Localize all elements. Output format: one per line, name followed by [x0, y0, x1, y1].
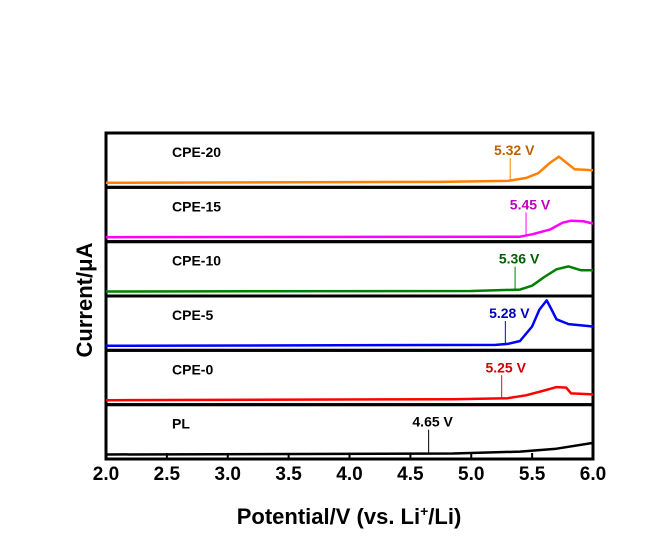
series-line — [105, 155, 594, 185]
panel-cpe-10: CPE-10 5.36 V — [104, 240, 595, 298]
x-tick-label: 6.0 — [580, 464, 606, 485]
panel-cpe-5: CPE-5 5.28 V — [104, 294, 595, 352]
x-tick-label: 2.0 — [93, 464, 119, 485]
onset-label: 4.65 V — [412, 414, 453, 430]
x-tick-label: 2.5 — [154, 464, 181, 485]
panel-cpe-20: CPE-20 5.32 V — [104, 131, 595, 189]
series-line — [105, 299, 594, 348]
series-line — [105, 265, 593, 293]
panel-pl: PL 4.65 V — [104, 403, 595, 461]
series-label: CPE-10 — [172, 253, 221, 269]
x-tick-label: 3.5 — [275, 464, 302, 485]
series-label: CPE-0 — [172, 361, 213, 377]
x-tick-label: 5.5 — [519, 464, 546, 485]
x-tick-label: 4.5 — [397, 464, 424, 485]
y-axis-label: Current/μA — [72, 242, 97, 357]
onset-label: 5.25 V — [485, 359, 526, 375]
onset-label: 5.28 V — [489, 305, 530, 321]
series-label: CPE-15 — [172, 198, 221, 214]
series-label: PL — [172, 416, 190, 432]
panel-cpe-0: CPE-0 5.25 V — [104, 348, 595, 407]
series-label: CPE-5 — [172, 307, 213, 323]
x-axis-label: Potential/V (vs. Li+/Li) — [237, 503, 462, 529]
series-line — [105, 441, 594, 456]
onset-label: 5.32 V — [494, 142, 535, 158]
series-line — [105, 219, 594, 239]
onset-label: 5.36 V — [499, 251, 540, 267]
series-label: CPE-20 — [172, 144, 221, 160]
series-line — [105, 385, 594, 402]
panel-cpe-15: CPE-15 5.45 V — [104, 185, 595, 244]
x-tick-label: 5.0 — [458, 464, 484, 485]
x-tick-label: 4.0 — [336, 464, 362, 485]
x-tick-label: 3.0 — [215, 464, 241, 485]
onset-label: 5.45 V — [510, 196, 551, 212]
